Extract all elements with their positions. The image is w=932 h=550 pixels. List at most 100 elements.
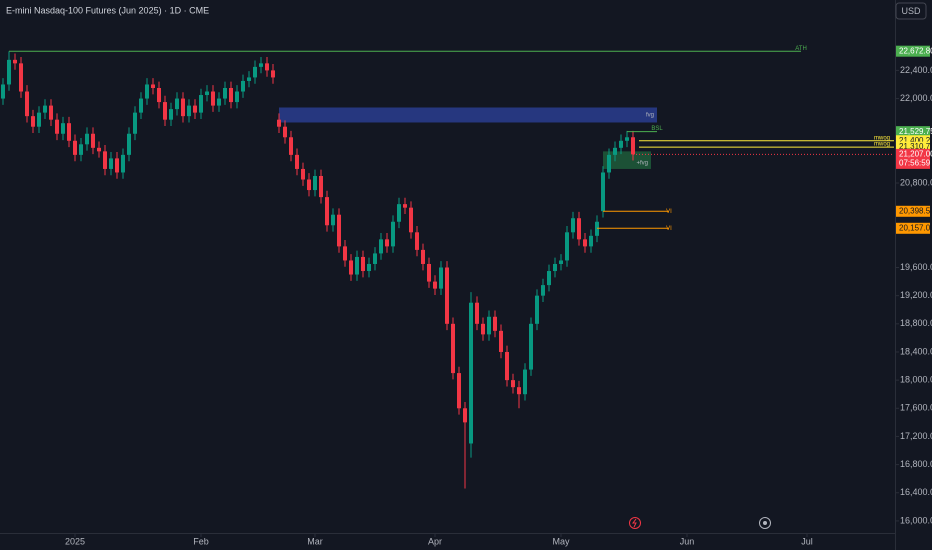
candle-body [385, 239, 389, 247]
candle-body [97, 147, 101, 152]
level-label: BSL [651, 126, 663, 132]
candle-body [109, 158, 113, 169]
price-label: 21,310.75 [899, 142, 932, 151]
price-label-box [896, 45, 930, 57]
candle-body [289, 137, 293, 155]
candle-body [151, 84, 155, 88]
currency-label[interactable]: USD [901, 6, 921, 16]
candle-body [553, 263, 557, 272]
candle-body [499, 330, 503, 352]
candle-body [241, 80, 245, 92]
candle-body [331, 214, 335, 226]
candle-body [607, 154, 611, 173]
candle-body [523, 369, 527, 395]
candle-body [25, 91, 29, 117]
candle-body [451, 323, 455, 374]
candle-body [49, 105, 53, 120]
candle-body [13, 59, 17, 64]
candle-body [121, 154, 125, 173]
candle-body [487, 316, 491, 335]
x-tick-label: Feb [193, 536, 209, 546]
y-tick-label: 16,000.00 [900, 515, 932, 525]
level-label: VI [666, 209, 672, 215]
zone-label: fvg [646, 113, 654, 119]
candle-body [103, 151, 107, 169]
candle-body [367, 263, 371, 272]
candle-body [1, 84, 5, 99]
chart-title: E-mini Nasdaq-100 Futures (Jun 2025) · 1… [6, 5, 209, 15]
level-label: mwog [874, 142, 890, 148]
candle-body [85, 133, 89, 145]
y-tick-label: 18,000.00 [900, 375, 932, 385]
candle-body [439, 267, 443, 289]
candle-body [79, 144, 83, 155]
candle-body [349, 260, 353, 275]
candle-body [157, 87, 161, 103]
price-label-box [896, 205, 930, 217]
candle-body [337, 214, 341, 247]
candle-body [355, 256, 359, 275]
y-tick-label: 20,800.00 [900, 177, 932, 187]
candle-body [619, 140, 623, 148]
candle-body [469, 302, 473, 444]
candle-body [535, 295, 539, 324]
candle-body [583, 239, 587, 247]
level-label: mwog [874, 135, 890, 141]
candle-body [271, 70, 275, 78]
candle-body [127, 133, 131, 155]
candle-body [541, 285, 545, 296]
candle-body [187, 105, 191, 117]
candle-body [229, 87, 233, 103]
candle-body [559, 260, 563, 264]
candle-body [181, 98, 185, 117]
candle-body [199, 95, 203, 113]
last-price-label: 21,207.00 [899, 149, 932, 158]
candle-body [379, 239, 383, 254]
candle-body [133, 112, 137, 134]
y-tick-label: 16,400.00 [900, 487, 932, 497]
candle-body [529, 323, 533, 370]
candle-body [139, 98, 143, 113]
event-icon[interactable] [759, 517, 771, 529]
candle-body [409, 207, 413, 233]
candle-body [211, 91, 215, 106]
candle-body [145, 84, 149, 99]
candle-body [547, 271, 551, 286]
candle-body [475, 302, 479, 324]
candle-body [361, 256, 365, 272]
candle-body [511, 380, 515, 388]
candle-body [55, 119, 59, 134]
currency-button[interactable] [895, 2, 927, 20]
candle-body [175, 98, 179, 110]
y-tick-label: 22,400.00 [900, 65, 932, 75]
candle-body [247, 77, 251, 81]
price-label-box [896, 135, 930, 147]
replay-icon[interactable] [629, 517, 641, 529]
candle-body [169, 109, 173, 120]
candle-body [217, 98, 221, 106]
candle-body [613, 147, 617, 155]
price-label-box [896, 141, 930, 153]
candle-body [223, 87, 227, 99]
candle-body [391, 221, 395, 247]
candle-body [325, 197, 329, 226]
candle-body [43, 105, 47, 113]
x-tick-label: Mar [307, 536, 323, 546]
candle-body [259, 63, 263, 67]
price-label-box [896, 222, 930, 234]
candle-body [7, 59, 11, 85]
candle-body [307, 179, 311, 191]
candle-body [571, 218, 575, 233]
candle-body [445, 267, 449, 324]
candle-body [193, 105, 197, 113]
candle-body [421, 249, 425, 264]
x-tick-label: 2025 [65, 536, 85, 546]
candle-body [253, 66, 257, 78]
candle-body [463, 408, 467, 423]
candle-body [265, 63, 269, 71]
y-tick-label: 16,800.00 [900, 459, 932, 469]
candle-body [235, 91, 239, 103]
x-tick-label: Jun [680, 536, 695, 546]
candle-body [631, 137, 635, 155]
